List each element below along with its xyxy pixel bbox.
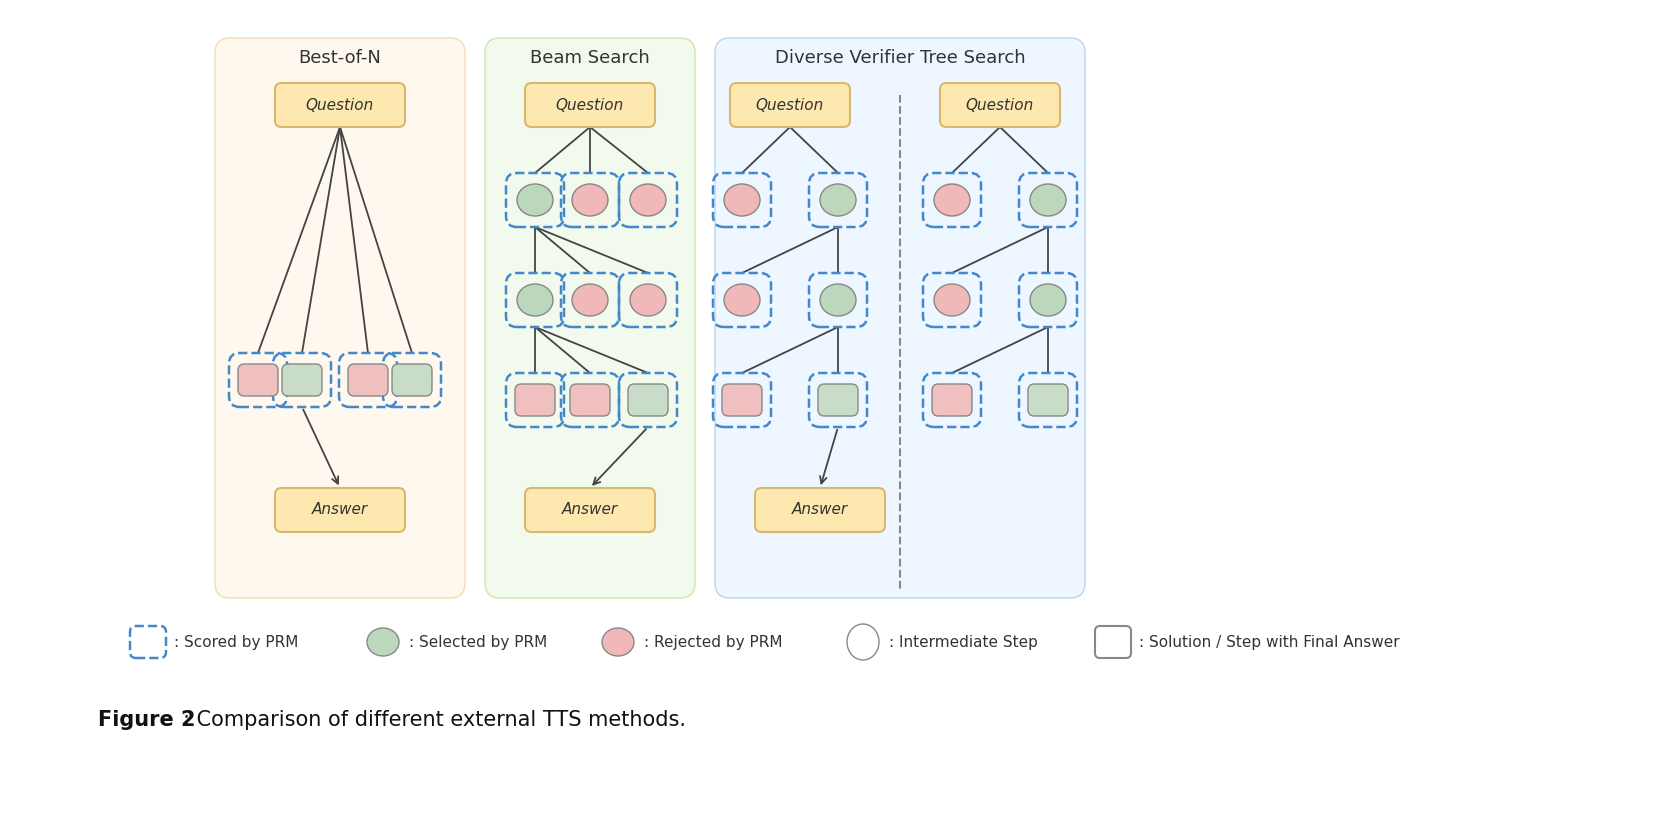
Text: Beam Search: Beam Search (531, 49, 650, 67)
Ellipse shape (630, 284, 667, 316)
FancyBboxPatch shape (754, 488, 885, 532)
FancyBboxPatch shape (215, 38, 465, 598)
FancyBboxPatch shape (275, 488, 405, 532)
FancyBboxPatch shape (819, 384, 858, 416)
FancyBboxPatch shape (571, 384, 610, 416)
Text: : Scored by PRM: : Scored by PRM (174, 634, 298, 650)
Ellipse shape (935, 284, 969, 316)
Ellipse shape (572, 184, 609, 216)
Ellipse shape (630, 184, 667, 216)
Text: Diverse Verifier Tree Search: Diverse Verifier Tree Search (774, 49, 1025, 67)
Text: : Intermediate Step: : Intermediate Step (888, 634, 1037, 650)
FancyBboxPatch shape (275, 83, 405, 127)
FancyBboxPatch shape (524, 83, 655, 127)
Text: Answer: Answer (562, 502, 619, 518)
FancyBboxPatch shape (524, 488, 655, 532)
FancyBboxPatch shape (715, 38, 1085, 598)
Ellipse shape (724, 184, 759, 216)
Ellipse shape (572, 284, 609, 316)
FancyBboxPatch shape (485, 38, 695, 598)
Ellipse shape (820, 184, 857, 216)
Text: : Selected by PRM: : Selected by PRM (409, 634, 547, 650)
Text: Question: Question (306, 98, 374, 112)
FancyBboxPatch shape (392, 364, 432, 396)
Ellipse shape (935, 184, 969, 216)
Text: Answer: Answer (313, 502, 369, 518)
Text: : Solution / Step with Final Answer: : Solution / Step with Final Answer (1140, 634, 1399, 650)
FancyBboxPatch shape (281, 364, 323, 396)
FancyBboxPatch shape (238, 364, 278, 396)
FancyBboxPatch shape (939, 83, 1060, 127)
Text: Question: Question (966, 98, 1034, 112)
Ellipse shape (847, 624, 878, 660)
Ellipse shape (820, 284, 857, 316)
FancyBboxPatch shape (723, 384, 762, 416)
Text: Question: Question (556, 98, 624, 112)
FancyBboxPatch shape (729, 83, 850, 127)
Ellipse shape (367, 628, 399, 656)
FancyBboxPatch shape (1095, 626, 1131, 658)
Ellipse shape (1030, 184, 1065, 216)
Text: Answer: Answer (792, 502, 849, 518)
Text: Question: Question (756, 98, 824, 112)
FancyBboxPatch shape (629, 384, 668, 416)
Ellipse shape (518, 184, 552, 216)
Text: : Rejected by PRM: : Rejected by PRM (643, 634, 782, 650)
Ellipse shape (1030, 284, 1065, 316)
Text: Best-of-N: Best-of-N (299, 49, 382, 67)
Text: Figure 2: Figure 2 (98, 710, 195, 730)
FancyBboxPatch shape (931, 384, 973, 416)
FancyBboxPatch shape (514, 384, 556, 416)
Ellipse shape (724, 284, 759, 316)
Ellipse shape (518, 284, 552, 316)
FancyBboxPatch shape (347, 364, 389, 396)
Ellipse shape (602, 628, 633, 656)
Text: : Comparison of different external TTS methods.: : Comparison of different external TTS m… (184, 710, 686, 730)
FancyBboxPatch shape (1029, 384, 1068, 416)
